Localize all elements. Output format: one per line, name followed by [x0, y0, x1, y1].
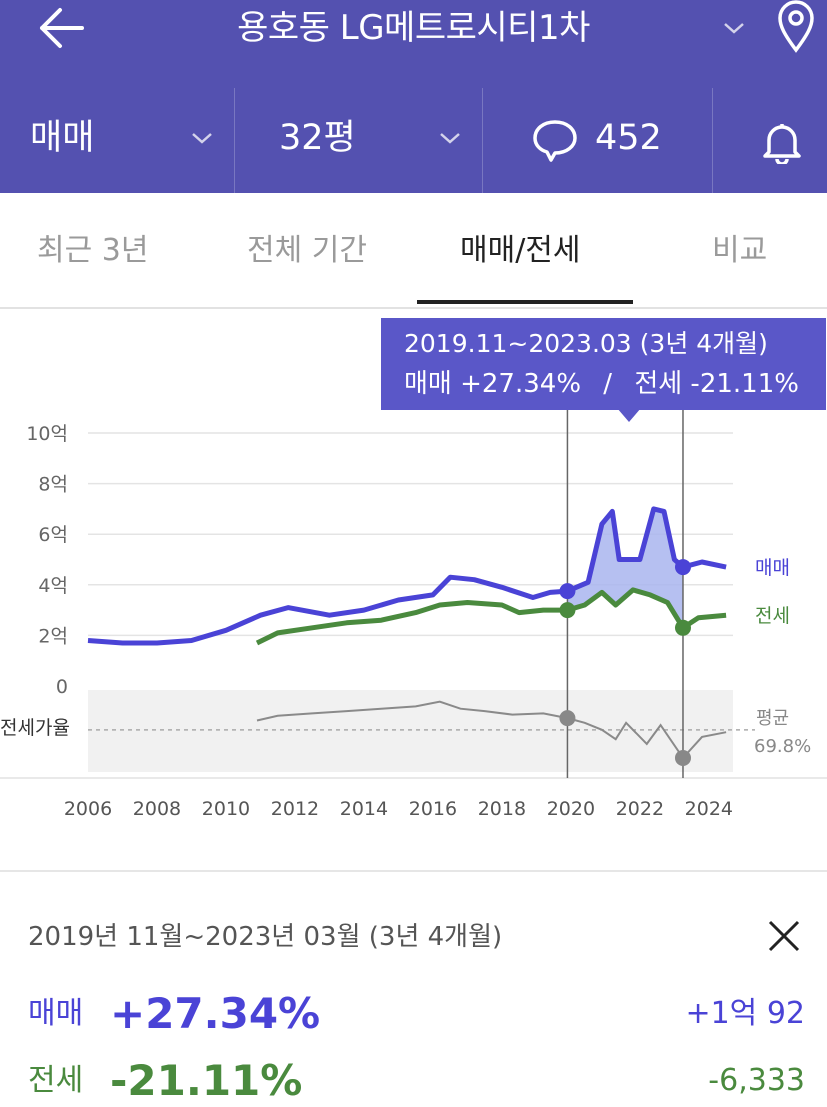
comments-button[interactable]: 452	[483, 88, 712, 193]
x-tick-label: 2014	[340, 798, 388, 820]
summary-sale-pct: +27.34%	[110, 989, 321, 1038]
deal-type-select[interactable]: 매매	[0, 88, 234, 193]
chevron-down-icon	[192, 133, 212, 144]
bell-icon	[763, 124, 801, 164]
active-tab-indicator	[417, 300, 633, 304]
summary-sale-amount: +1억 92	[685, 996, 805, 1031]
y-tick-label: 0	[56, 676, 68, 698]
tooltip-sale: 매매 +27.34%	[404, 369, 582, 399]
y-tick-label: 4억	[38, 575, 68, 597]
jeonse-point	[559, 602, 576, 619]
x-tick-label: 2018	[478, 798, 526, 820]
legend-sale: 매매	[755, 557, 790, 579]
size-select[interactable]: 32평	[235, 88, 482, 193]
filter-bar: 매매 32평 452	[0, 88, 827, 193]
selection-area	[567, 509, 683, 628]
x-tick-label: 2008	[133, 798, 181, 820]
comment-count: 452	[595, 118, 662, 158]
x-tick-label: 2016	[409, 798, 457, 820]
average-label: 평균	[756, 708, 789, 729]
x-tick-label: 2012	[271, 798, 319, 820]
ratio-band	[88, 690, 733, 772]
x-tick-label: 2022	[616, 798, 664, 820]
summary-sale-label: 매매	[28, 996, 84, 1031]
title-bar: 용호동 LG메트로시티1차	[0, 0, 827, 88]
sale-line	[87, 506, 727, 646]
close-icon[interactable]	[766, 918, 802, 954]
location-pin-icon[interactable]	[776, 0, 816, 54]
chevron-down-icon[interactable]	[722, 16, 746, 40]
selection-tooltip: 2019.11~2023.03 (3년 4개월) 매매 +27.34% / 전세…	[381, 318, 826, 410]
x-tick-label: 2024	[685, 798, 733, 820]
tooltip-arrow	[617, 408, 641, 422]
divider	[482, 88, 483, 193]
tooltip-divider: /	[603, 369, 613, 399]
chevron-down-icon	[440, 133, 460, 144]
y-tick-label: 6억	[38, 524, 68, 546]
jeonse-point	[674, 619, 691, 636]
summary-period: 2019년 11월~2023년 03월 (3년 4개월)	[28, 922, 503, 952]
tooltip-period: 2019.11~2023.03 (3년 4개월)	[404, 329, 768, 358]
divider	[0, 870, 827, 872]
average-value: 69.8%	[754, 736, 811, 757]
tab-all-period[interactable]: 전체 기간	[247, 233, 367, 268]
tab-sale-jeonse[interactable]: 매매/전세	[460, 233, 581, 268]
sale-point	[674, 559, 691, 576]
x-tick-label: 2006	[64, 798, 112, 820]
app-header: 용호동 LG메트로시티1차 매매 32평 452	[0, 0, 827, 193]
divider	[712, 88, 713, 193]
ratio-line	[256, 700, 727, 760]
y-tick-label: 2억	[38, 625, 68, 647]
back-arrow-icon[interactable]	[34, 6, 86, 50]
tooltip-jeonse: 전세 -21.11%	[634, 369, 799, 399]
tab-compare[interactable]: 비교	[712, 233, 768, 268]
tooltip-values: 매매 +27.34% / 전세 -21.11%	[404, 368, 799, 400]
x-tick-label: 2020	[547, 798, 595, 820]
summary-jeonse-pct: -21.11%	[110, 1056, 303, 1105]
divider	[234, 88, 235, 193]
summary-jeonse-amount: -6,333	[708, 1063, 805, 1098]
y-tick-label: 10억	[26, 423, 68, 445]
summary-panel: 2019년 11월~2023년 03월 (3년 4개월) 매매 +27.34% …	[0, 872, 827, 1105]
deal-type-label: 매매	[30, 118, 95, 158]
summary-jeonse-label: 전세	[28, 1063, 84, 1098]
period-tabs: 최근 3년 전체 기간 매매/전세 비교	[0, 193, 827, 309]
legend-jeonse: 전세	[755, 605, 790, 627]
page-title[interactable]: 용호동 LG메트로시티1차	[237, 8, 590, 48]
ratio-label: 전세가율	[0, 717, 70, 739]
notification-button[interactable]	[713, 88, 827, 193]
size-label: 32평	[279, 118, 356, 158]
x-tick-label: 2010	[202, 798, 250, 820]
price-chart[interactable]: 10억 8억 6억 4억 2억 0 2006 2008 2010 2012 2014 2016 2018…	[0, 307, 827, 847]
ratio-point	[674, 749, 691, 766]
ratio-point	[559, 710, 576, 727]
jeonse-line	[255, 587, 727, 646]
y-tick-label: 8억	[38, 474, 68, 496]
sale-point	[559, 583, 576, 600]
speech-bubble-icon	[533, 120, 577, 162]
tab-recent-3y[interactable]: 최근 3년	[37, 233, 149, 268]
